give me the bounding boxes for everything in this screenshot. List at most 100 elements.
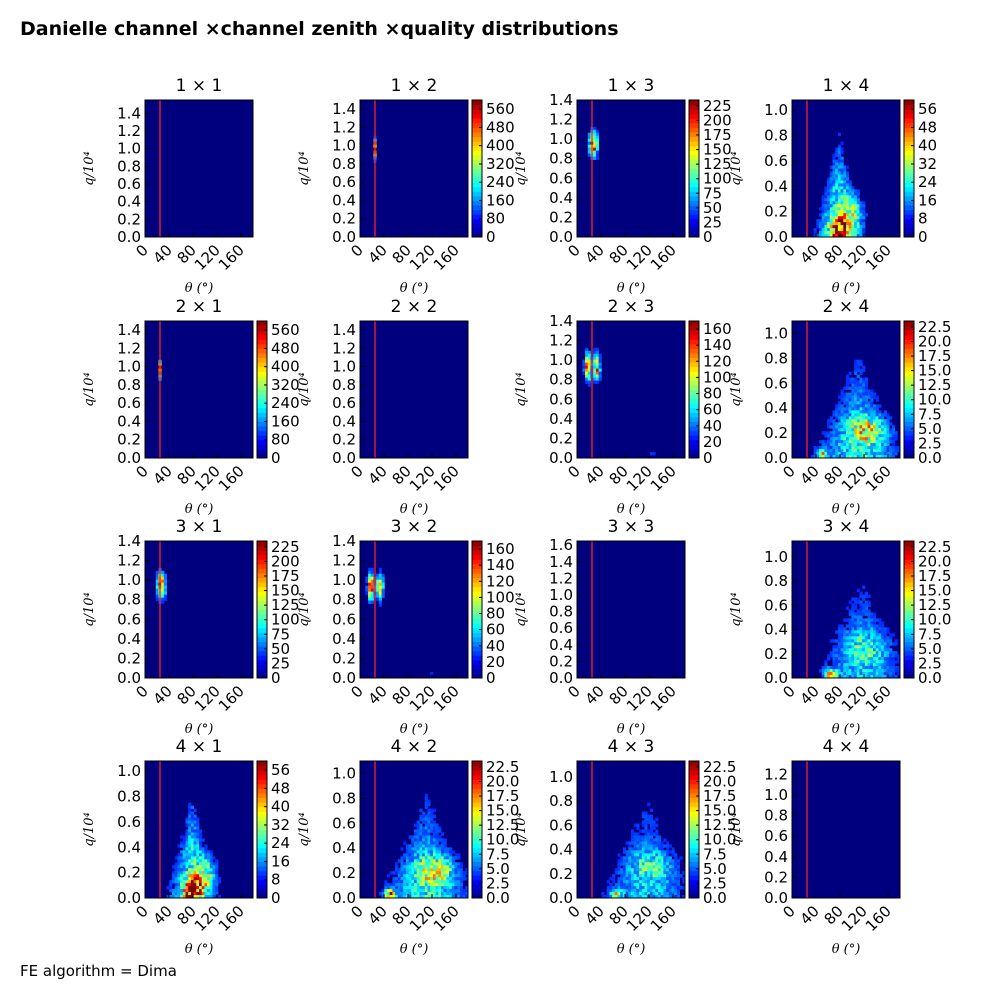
density-cell — [886, 657, 890, 661]
density-cell — [641, 844, 645, 848]
density-cell — [883, 669, 887, 673]
density-cell — [446, 892, 450, 896]
density-cell — [155, 579, 159, 584]
density-cell — [878, 440, 882, 444]
density-cell — [633, 838, 637, 842]
density-cell — [854, 401, 858, 405]
density-cell — [671, 853, 675, 857]
density-cell — [846, 446, 850, 450]
density-cell — [649, 452, 653, 456]
density-cell — [443, 883, 447, 887]
density-cell — [652, 832, 656, 836]
density-cell — [644, 871, 648, 875]
density-cell — [821, 204, 825, 208]
density-cell — [593, 350, 597, 355]
density-cell — [180, 868, 184, 872]
y-tick-label: 1.4 — [117, 532, 141, 550]
density-cell — [810, 455, 814, 459]
colorbar-band — [257, 870, 267, 876]
density-cell — [408, 853, 412, 857]
density-cell — [883, 440, 887, 444]
density-cell — [381, 585, 385, 590]
colorbar-band — [904, 232, 914, 238]
density-cell — [652, 847, 656, 851]
density-cell — [843, 428, 847, 432]
density-cell — [188, 808, 192, 813]
density-cell — [843, 422, 847, 426]
density-cell — [666, 874, 670, 878]
density-cell — [424, 844, 428, 848]
colorbar-tick-label: 20 — [486, 653, 505, 671]
density-cell — [424, 838, 428, 842]
density-cell — [864, 455, 868, 459]
y-tick-label: 0.6 — [764, 827, 788, 845]
density-cell — [891, 440, 895, 444]
y-tick-label: 0.8 — [332, 376, 356, 394]
density-cell — [422, 880, 426, 884]
density-cell — [840, 425, 844, 429]
density-cell — [859, 219, 863, 223]
density-cell — [883, 639, 887, 643]
density-cell — [587, 377, 591, 381]
density-cell — [854, 207, 858, 211]
density-cell — [819, 228, 823, 232]
density-cell — [859, 591, 863, 596]
density-cell — [875, 437, 879, 441]
density-cell — [878, 663, 882, 667]
density-cell — [668, 850, 672, 854]
density-cell — [840, 624, 844, 628]
density-cell — [441, 859, 445, 863]
density-cell — [207, 868, 211, 872]
density-cell — [848, 440, 852, 444]
density-cell — [212, 889, 216, 893]
density-cell — [196, 817, 200, 821]
density-cell — [870, 455, 874, 459]
panel-title: 4 × 1 — [176, 737, 223, 757]
density-cell — [182, 859, 186, 863]
density-cell — [835, 177, 839, 181]
colorbar-tick-label: 40 — [486, 637, 505, 655]
density-cell — [188, 889, 192, 893]
density-cell — [878, 621, 882, 625]
density-cell — [835, 180, 839, 184]
density-cells — [813, 132, 868, 238]
density-cell — [639, 856, 643, 860]
density-cell — [212, 865, 216, 869]
density-cell — [427, 802, 431, 807]
density-cell — [870, 639, 874, 643]
density-cell — [190, 814, 194, 818]
density-cell — [180, 859, 184, 863]
density-cell — [188, 865, 192, 869]
density-cell — [862, 401, 866, 405]
colorbar-tick-label: 0.0 — [918, 449, 942, 467]
density-cell — [846, 189, 850, 193]
density-cell — [851, 437, 855, 441]
colorbar-band — [257, 416, 267, 422]
density-cell — [422, 883, 426, 887]
density-cell — [846, 648, 850, 652]
density-cell — [867, 594, 871, 598]
density-cell — [441, 850, 445, 854]
density-cell — [851, 636, 855, 640]
density-cell — [644, 844, 648, 848]
y-axis-label: q/10⁴ — [82, 592, 97, 626]
density-cell — [644, 847, 648, 851]
density-cell — [628, 886, 632, 890]
density-cell — [862, 660, 866, 664]
density-cell — [856, 437, 860, 441]
density-cell — [432, 853, 436, 857]
density-cell — [617, 889, 621, 893]
density-cell — [873, 621, 877, 625]
colorbar-band — [257, 623, 267, 629]
density-cell — [422, 871, 426, 875]
density-cell — [889, 669, 893, 673]
density-cell — [837, 132, 841, 137]
density-cell — [432, 844, 436, 848]
density-cell — [864, 594, 868, 598]
density-cell — [432, 814, 436, 818]
density-cell — [441, 832, 445, 836]
density-cell — [840, 648, 844, 652]
density-cell — [622, 874, 626, 878]
density-cell — [864, 398, 868, 402]
